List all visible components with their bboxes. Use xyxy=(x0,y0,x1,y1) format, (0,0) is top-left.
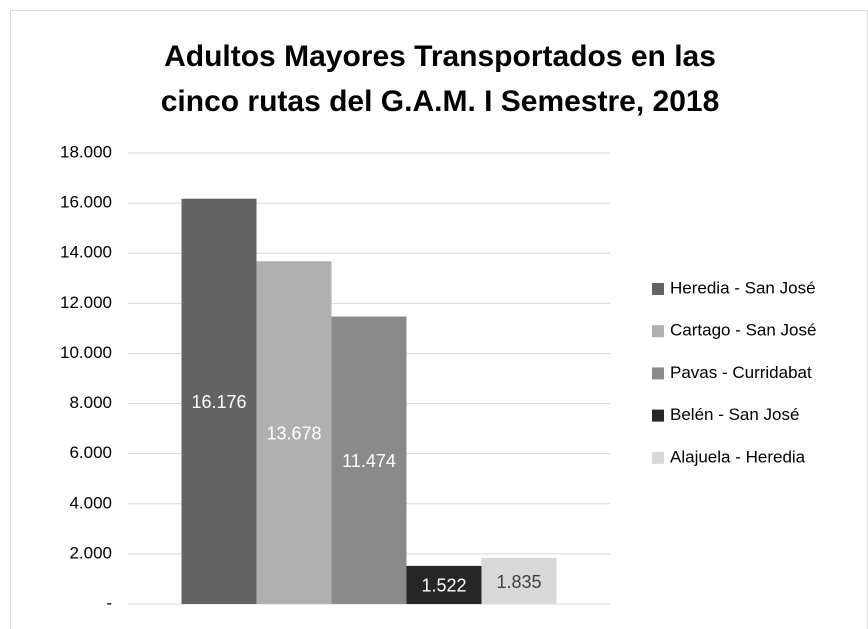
value-label: 11.474 xyxy=(342,451,396,471)
legend-label: Heredia - San José xyxy=(670,278,816,297)
bar xyxy=(481,558,557,604)
y-tick-label: 2.000 xyxy=(69,543,112,562)
legend-swatch xyxy=(652,409,664,422)
legend-label: Alajuela - Heredia xyxy=(670,447,806,466)
value-label: 1.835 xyxy=(496,572,541,592)
y-tick-label: - xyxy=(106,593,112,612)
y-tick-label: 12.000 xyxy=(60,293,112,312)
chart-title: Adultos Mayores Transportados en las xyxy=(164,40,716,73)
value-label: 13.678 xyxy=(266,423,321,443)
y-tick-label: 4.000 xyxy=(69,493,112,512)
legend-label: Pavas - Curridabat xyxy=(670,363,812,382)
legend-swatch xyxy=(652,451,664,464)
chart-title: cinco rutas del G.A.M. I Semestre, 2018 xyxy=(161,85,720,118)
legend-label: Belén - San José xyxy=(670,405,799,424)
bar xyxy=(181,198,257,604)
bar xyxy=(256,261,332,604)
y-tick-label: 10.000 xyxy=(60,343,112,362)
y-tick-label: 18.000 xyxy=(60,142,112,161)
legend-swatch xyxy=(652,325,664,338)
y-tick-label: 6.000 xyxy=(69,443,112,462)
y-tick-label: 14.000 xyxy=(60,243,112,262)
legend-label: Cartago - San José xyxy=(670,321,816,340)
value-label: 1.522 xyxy=(421,576,466,596)
bar xyxy=(331,316,407,604)
legend-swatch xyxy=(652,367,664,380)
y-tick-label: 16.000 xyxy=(60,193,112,212)
y-tick-label: 8.000 xyxy=(69,393,112,412)
bar xyxy=(406,565,482,604)
legend-swatch xyxy=(652,283,664,295)
value-label: 16.176 xyxy=(191,392,246,412)
